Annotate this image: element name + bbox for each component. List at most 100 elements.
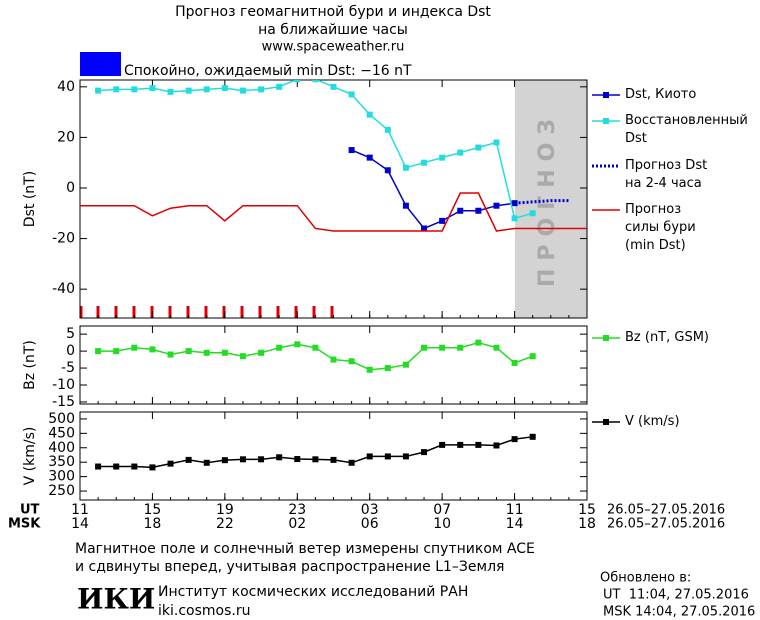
ut-dates: 26.05–27.05.2016 [607, 503, 725, 518]
point [475, 339, 482, 346]
point [384, 126, 391, 133]
point [366, 111, 373, 118]
point [131, 463, 138, 470]
point [439, 344, 446, 351]
y-axis-label: Dst (nT) [22, 171, 38, 227]
point [185, 87, 192, 94]
plot-frame [79, 411, 588, 501]
plot-area [80, 80, 587, 232]
point [421, 159, 428, 166]
point [312, 344, 319, 351]
legend-label: Dst, Киото [625, 87, 697, 102]
point [276, 344, 283, 351]
y-tick-label: -5 [61, 360, 75, 376]
point [167, 351, 174, 358]
y-tick-label: 0 [66, 180, 75, 196]
point [95, 87, 102, 94]
point [294, 456, 301, 463]
series-line [514, 199, 569, 205]
series-line [351, 149, 515, 230]
site: www.spaceweather.ru [262, 40, 405, 55]
point [457, 207, 464, 214]
point [511, 436, 518, 443]
logo: ИКИ [77, 583, 155, 616]
point [221, 457, 228, 464]
forecast-label: ПРОГНОЗ [535, 111, 560, 287]
plot-frame [79, 325, 588, 405]
y-tick-label: 40 [57, 79, 75, 95]
point [113, 463, 120, 470]
point [439, 441, 446, 448]
point [113, 86, 120, 93]
x-tick-label: 07 [433, 502, 451, 518]
y-tick-label: 350 [48, 454, 75, 470]
point [149, 464, 156, 471]
point [294, 80, 301, 83]
point [475, 207, 482, 214]
point [366, 453, 373, 460]
legend-marker [603, 118, 609, 124]
x-tick-label: 06 [361, 516, 379, 532]
series-line [98, 80, 533, 220]
point [312, 456, 319, 463]
x-tick-label: 15 [144, 502, 162, 518]
point [384, 365, 391, 372]
x-tick-label: 11 [71, 502, 89, 518]
point [366, 154, 373, 161]
point [276, 454, 283, 461]
point [149, 85, 156, 92]
point [185, 456, 192, 463]
point [421, 344, 428, 351]
point [330, 83, 337, 90]
point [258, 86, 265, 93]
x-tick-label: 18 [144, 516, 162, 532]
point [167, 460, 174, 467]
updated: Обновлено в: [600, 571, 691, 586]
chart-title: Прогноз геомагнитной бури и индекса Dst [175, 4, 491, 20]
y-tick-label: 0 [66, 343, 75, 359]
x-tick-label: 22 [216, 516, 234, 532]
point [348, 91, 355, 98]
point [384, 167, 391, 174]
point [203, 349, 210, 356]
point [239, 456, 246, 463]
point [239, 353, 246, 360]
point [312, 80, 319, 83]
point [439, 154, 446, 161]
point [239, 87, 246, 94]
plot-frame [79, 79, 588, 319]
note: Магнитное поле и солнечный ветер измерен… [75, 541, 535, 557]
point [493, 202, 500, 209]
point [475, 441, 482, 448]
note: и сдвинуты вперед, учитывая распростране… [75, 559, 504, 575]
point [167, 88, 174, 95]
forecast-zone [515, 80, 587, 318]
y-tick-label: -20 [52, 231, 75, 247]
point [366, 366, 373, 373]
x-tick-label: 14 [71, 516, 89, 532]
point [421, 225, 428, 232]
point [493, 442, 500, 449]
y-tick-label: 250 [48, 483, 75, 499]
point [221, 349, 228, 356]
legend-marker [603, 92, 609, 98]
point [421, 449, 428, 456]
legend-label: Прогноз силы бури (min Dst) [625, 202, 696, 253]
y-tick-label: 500 [48, 411, 75, 427]
status: Спокойно, ожидаемый min Dst: −16 nT [124, 63, 412, 79]
point [348, 358, 355, 365]
point [258, 456, 265, 463]
point [185, 348, 192, 355]
y-tick-label: 20 [57, 129, 75, 145]
point [95, 463, 102, 470]
y-tick-label: -15 [52, 394, 75, 410]
legend-marker [603, 335, 609, 341]
x-tick-label: 02 [288, 516, 306, 532]
point [493, 139, 500, 146]
point [131, 86, 138, 93]
x-tick-label: 10 [433, 516, 451, 532]
point [457, 344, 464, 351]
point [330, 356, 337, 363]
y-tick-label: -40 [52, 281, 75, 297]
